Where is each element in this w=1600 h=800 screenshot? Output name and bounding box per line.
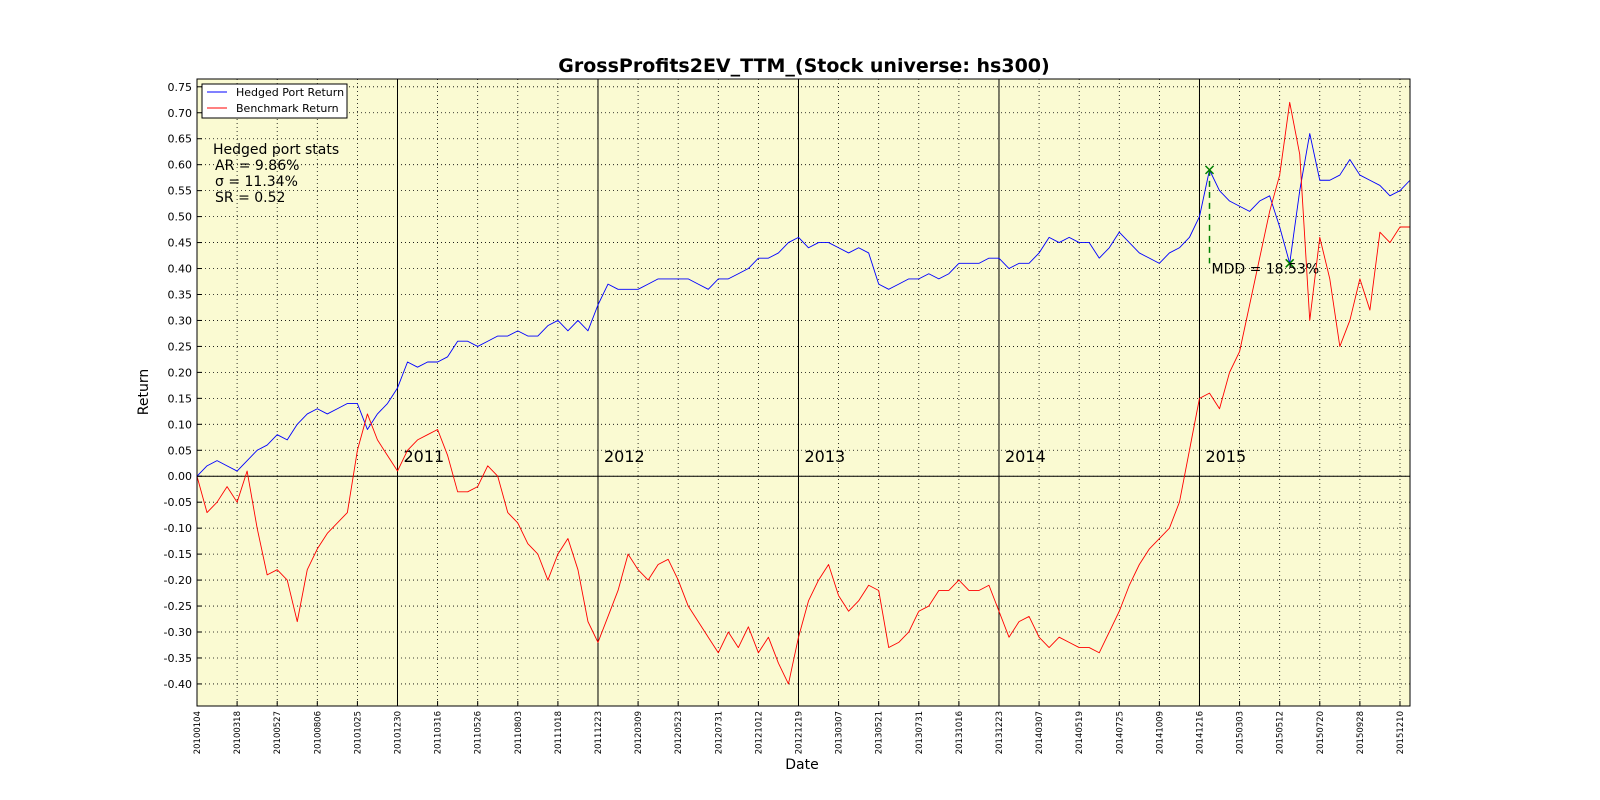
y-tick-label: 0.15 xyxy=(168,392,193,405)
y-tick-label: -0.35 xyxy=(164,652,192,665)
y-tick-label: 0.20 xyxy=(168,366,193,379)
year-label: 2011 xyxy=(403,447,444,466)
x-tick-label: 20140725 xyxy=(1115,711,1125,754)
plot-background xyxy=(197,79,1410,706)
y-tick-label: 0.55 xyxy=(168,185,193,198)
series-line xyxy=(196,101,1410,685)
x-tick-label: 20100527 xyxy=(273,711,283,754)
plot-frame xyxy=(196,78,1411,707)
x-tick-label: 20150303 xyxy=(1236,711,1246,754)
mdd-marker xyxy=(1204,165,1215,175)
y-tick-label: 0.35 xyxy=(168,288,193,301)
x-tick-label: 20101230 xyxy=(393,711,403,754)
x-tick-label: 20151210 xyxy=(1396,711,1406,754)
legend: Hedged Port Return Benchmark Return xyxy=(201,83,348,119)
x-tick-label: 20100318 xyxy=(233,711,243,754)
y-tick-label: 0.50 xyxy=(168,211,193,224)
y-tick-label: 0.00 xyxy=(168,470,193,483)
y-tick-label: 0.70 xyxy=(168,107,193,120)
x-tick-label: 20120309 xyxy=(634,711,644,754)
x-tick-label: 20130521 xyxy=(875,711,885,754)
mdd-label: MDD = 18.53% xyxy=(1212,261,1320,277)
y-tick-label: -0.05 xyxy=(164,496,192,509)
y-tick-label: -0.40 xyxy=(164,678,192,691)
x-tick-label: 20131016 xyxy=(955,711,965,754)
year-label: 2014 xyxy=(1005,447,1046,466)
x-tick-label: 20131223 xyxy=(995,711,1005,754)
x-tick-label: 20140307 xyxy=(1035,711,1045,754)
x-tick-label: 20130731 xyxy=(915,711,925,754)
x-tick-label: 20111018 xyxy=(554,711,564,754)
x-tick-label: 20150512 xyxy=(1276,711,1286,754)
y-tick-label: -0.15 xyxy=(164,548,192,561)
y-tick-label: -0.30 xyxy=(164,626,192,639)
chart-title: GrossProfits2EV_TTM_(Stock universe: hs3… xyxy=(558,55,1049,77)
x-tick-label: 20141009 xyxy=(1155,711,1165,754)
stats-line: σ = 11.34% xyxy=(215,174,298,190)
legend-label: Hedged Port Return xyxy=(236,86,344,99)
x-tick-label: 20120731 xyxy=(714,711,724,754)
y-axis-label: Return xyxy=(136,369,152,415)
y-tick-label: 0.05 xyxy=(168,444,193,457)
x-tick-label: 20100806 xyxy=(313,711,323,754)
y-tick-label: -0.10 xyxy=(164,522,192,535)
x-tick-label: 20140519 xyxy=(1075,711,1085,754)
y-tick-label: 0.60 xyxy=(168,159,193,172)
y-tick-label: 0.25 xyxy=(168,340,193,353)
x-tick-label: 20100104 xyxy=(193,711,203,754)
mdd-marker xyxy=(1285,258,1295,268)
y-tick-label: 0.30 xyxy=(168,314,193,327)
x-tick-label: 20110526 xyxy=(474,711,484,754)
y-tick-label: -0.25 xyxy=(164,600,192,613)
x-tick-label: 20110316 xyxy=(434,711,444,754)
year-label: 2015 xyxy=(1205,447,1246,466)
stats-title: Hedged port stats xyxy=(213,142,339,158)
y-tick-label: 0.65 xyxy=(168,133,193,146)
y-tick-label: 0.10 xyxy=(168,418,193,431)
x-tick-label: 20121012 xyxy=(754,711,764,754)
x-axis-label: Date xyxy=(785,757,818,773)
x-tick-label: 20150928 xyxy=(1356,711,1366,754)
year-label: 2013 xyxy=(804,447,845,466)
y-tick-label: 0.45 xyxy=(168,237,193,250)
y-tick-label: 0.40 xyxy=(168,263,193,276)
x-tick-label: 20111223 xyxy=(594,711,604,754)
stats-line: SR = 0.52 xyxy=(215,190,285,206)
x-tick-label: 20150720 xyxy=(1316,711,1326,754)
legend-label: Benchmark Return xyxy=(236,102,339,115)
x-tick-label: 20141216 xyxy=(1195,711,1205,754)
x-tick-label: 20101025 xyxy=(353,711,363,754)
x-tick-label: 20130307 xyxy=(835,711,845,754)
x-tick-label: 20121219 xyxy=(794,711,804,754)
y-tick-label: 0.75 xyxy=(168,81,193,94)
series-line xyxy=(196,133,1411,477)
stats-line: AR = 9.86% xyxy=(215,158,299,174)
legend-box xyxy=(201,83,348,119)
y-tick-label: -0.20 xyxy=(164,574,192,587)
x-tick-label: 20110803 xyxy=(514,711,524,754)
x-tick-label: 20120523 xyxy=(674,711,684,754)
year-label: 2012 xyxy=(604,447,645,466)
